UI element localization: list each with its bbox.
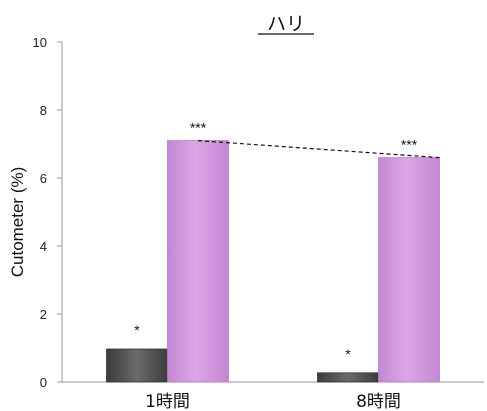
category-label: 8時間	[356, 392, 401, 411]
trend-line-group	[197, 140, 440, 159]
y-tick-label: 0	[40, 375, 47, 390]
bar-pink-1	[378, 157, 440, 383]
bar-dark-1	[317, 372, 379, 383]
bar-dark-0	[106, 348, 168, 383]
category-label: 1時間	[145, 392, 190, 411]
category-labels: 1時間 8時間	[145, 392, 401, 411]
significance-marks: ********	[134, 120, 417, 362]
chart-title: ハリ	[267, 13, 305, 35]
significance-marker: *	[134, 322, 140, 338]
y-axis-label: Cutometer (%)	[8, 167, 27, 278]
y-tick-label: 10	[33, 35, 47, 50]
bars	[106, 140, 440, 383]
significance-marker: ***	[401, 137, 418, 153]
y-tick-label: 4	[40, 239, 47, 254]
y-tick-label: 2	[40, 307, 47, 322]
y-tick-label: 8	[40, 103, 47, 118]
significance-marker: ***	[190, 120, 207, 136]
significance-marker: *	[345, 346, 351, 362]
trend-line	[197, 140, 440, 159]
bar-pink-0	[167, 140, 229, 383]
y-tick-label: 6	[40, 171, 47, 186]
